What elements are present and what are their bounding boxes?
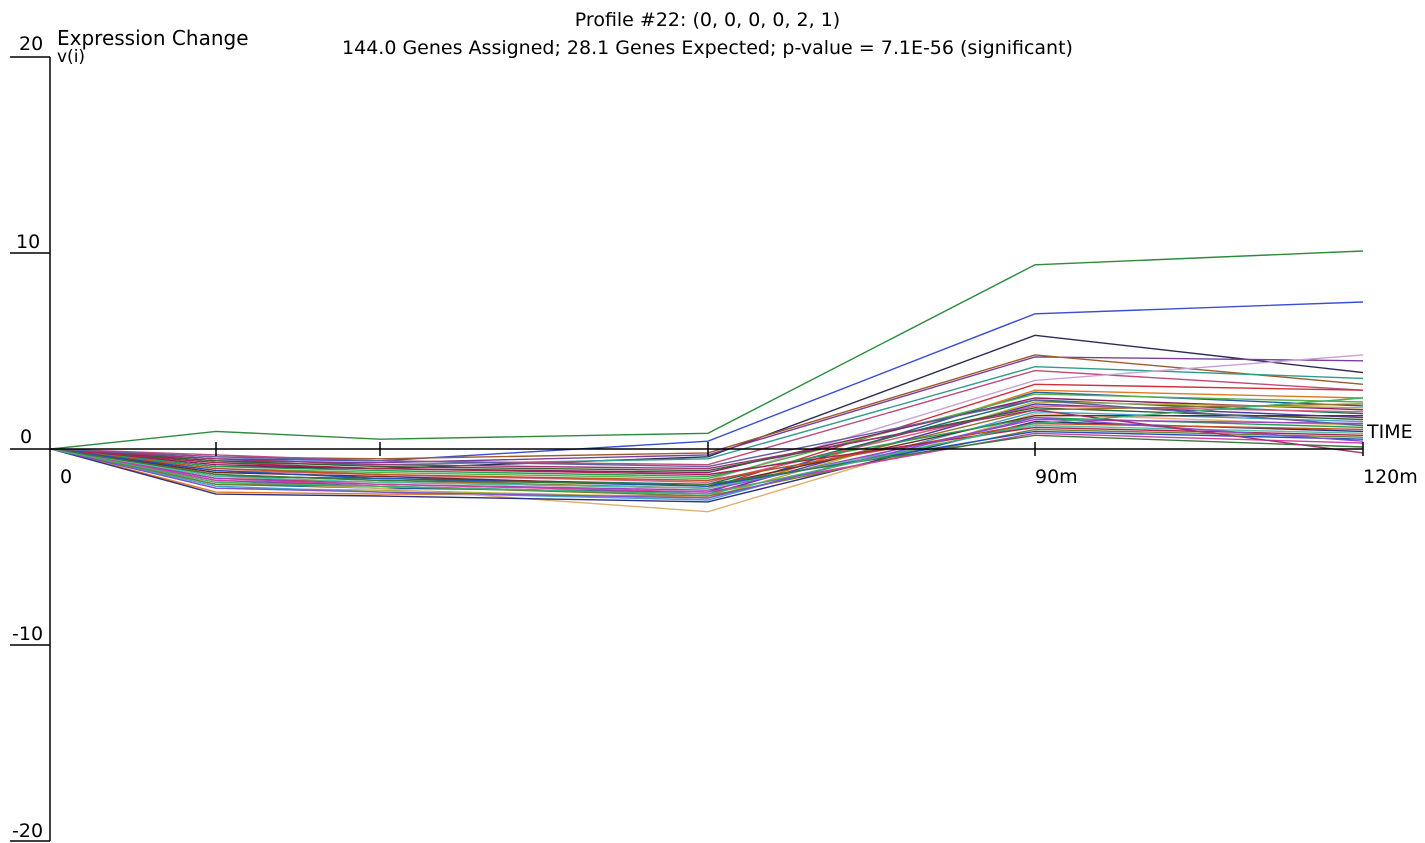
gene-series-line-25 [50,420,1364,503]
x-axis-label: TIME [1367,421,1413,443]
gene-series-line-29 [50,428,1364,497]
x-tick-label-90m: 90m [1035,466,1078,488]
axes [10,56,1364,842]
y-tick-label-neg20: -20 [12,820,44,842]
y-tick-label-neg10: -10 [12,623,44,645]
gene-series-line-20 [50,411,1364,501]
gene-series-line-18 [50,407,1364,472]
gene-series-line-1 [50,250,1364,450]
gene-series-line-28 [50,426,1364,476]
gene-series-line-26 [50,422,1364,482]
gene-series-line-32 [50,434,1364,486]
gene-series-line-7 [50,369,1364,466]
gene-series-line-35 [50,397,1364,495]
y-tick-label-10: 10 [16,231,41,253]
x-tick-label-120m: 120m [1363,466,1418,488]
gene-series-line-31 [50,432,1364,493]
gene-series-line-24 [50,418,1364,491]
gene-series-line-22 [50,415,1363,487]
series-lines [50,250,1364,513]
y-tick-label-20: 20 [19,33,44,55]
gene-series-line-34 [50,409,1364,470]
gene-series-line-13 [50,397,1364,474]
x-tick-label-0: 0 [60,466,73,488]
chart-title: Profile #22: (0, 0, 0, 0, 2, 1) [574,9,841,31]
y-axis-sublabel: v(i) [57,47,86,67]
gene-series-line-36 [50,399,1364,468]
chart-subtitle: 144.0 Genes Assigned; 28.1 Genes Expecte… [342,37,1073,59]
y-tick-label-0: 0 [20,426,33,448]
y-axis-label: Expression Change [57,26,249,50]
gene-series-line-27 [50,424,1364,489]
gene-series-line-33 [50,416,1364,499]
